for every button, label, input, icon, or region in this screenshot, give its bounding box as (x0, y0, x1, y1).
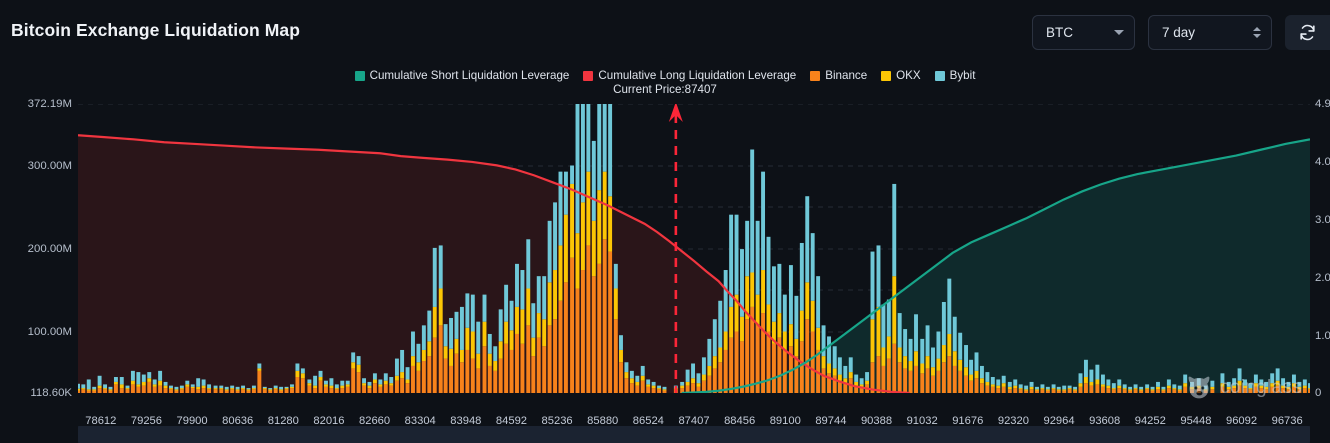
y-axis-right-tick: 4.99B (1315, 98, 1330, 110)
x-axis-tick: 96092 (1225, 415, 1258, 427)
symbol-select[interactable]: BTC (1032, 15, 1135, 50)
y-axis-left-tick: 300.00M (27, 160, 72, 172)
legend-item[interactable]: OKX (881, 69, 921, 82)
y-axis-left-tick: 372.19M (27, 98, 72, 110)
chart-area: 118.60K 100.00M 200.00M 300.00M 372.19M 0 1.0… (0, 95, 1330, 415)
legend-item[interactable]: Cumulative Short Liquidation Leverage (354, 69, 570, 82)
y-axis-right-tick: 4.00B (1315, 156, 1330, 168)
x-axis-tick: 92320 (997, 415, 1029, 427)
legend-label: OKX (896, 69, 921, 82)
symbol-select-value: BTC (1046, 25, 1073, 40)
legend-label: Bybit (949, 69, 976, 82)
legend-item[interactable]: Binance (810, 69, 867, 82)
x-axis-tick: 96736 (1271, 415, 1303, 427)
legend-label: Binance (825, 69, 868, 82)
x-axis-tick: 93608 (1089, 415, 1121, 427)
x-axis-tick: 82016 (313, 415, 345, 427)
x-axis-tick: 82660 (359, 415, 391, 427)
legend-swatch-icon (881, 70, 892, 81)
current-price-label: Current Price:87407 (613, 83, 717, 96)
legend-item[interactable]: Bybit (934, 69, 976, 82)
legend-swatch-icon (583, 70, 594, 81)
x-axis-tick: 85236 (541, 415, 573, 427)
legend-label: Cumulative Short Liquidation Leverage (369, 69, 570, 82)
refresh-icon (1300, 24, 1315, 41)
y-axis-left-tick: 100.00M (27, 326, 72, 338)
y-axis-right-tick: 2.00B (1315, 272, 1330, 284)
legend-item[interactable]: Cumulative Long Liquidation Leverage (583, 69, 796, 82)
y-axis-right-tick: 1.00B (1315, 330, 1330, 342)
x-axis-tick: 85880 (587, 415, 619, 427)
y-axis-left-tick: 200.00M (27, 243, 72, 255)
y-axis-right-tick: 3.00B (1315, 214, 1330, 226)
x-axis-tick: 88456 (724, 415, 756, 427)
refresh-button[interactable] (1285, 15, 1330, 50)
x-axis-tick: 83304 (404, 415, 436, 427)
stepper-icon[interactable] (1253, 27, 1271, 38)
page-header: Bitcoin Exchange Liquidation Map BTC 7 d… (0, 0, 1330, 66)
legend-swatch-icon (810, 70, 821, 81)
y-axis-left-tick: 118.60K (30, 387, 72, 399)
x-axis-tick: 89100 (769, 415, 801, 427)
x-axis-tick: 79900 (176, 415, 208, 427)
x-axis-tick: 90388 (860, 415, 893, 427)
x-axis-tick: 91676 (952, 415, 984, 427)
x-axis-tick: 94252 (1134, 415, 1166, 427)
legend-swatch-icon (354, 70, 365, 81)
x-axis-tick: 78612 (85, 415, 117, 427)
x-axis-tick: 89744 (815, 415, 847, 427)
x-axis-tick: 79256 (130, 415, 162, 427)
x-axis-tick: 92964 (1043, 415, 1075, 427)
period-select-value: 7 day (1162, 25, 1196, 40)
chart-legend: Cumulative Short Liquidation Leverage Cum… (0, 69, 1330, 96)
period-select[interactable]: 7 day (1148, 15, 1272, 50)
x-axis-tick: 87407 (678, 415, 710, 427)
chevron-down-icon (1114, 30, 1134, 35)
x-axis-tick: 80636 (222, 415, 254, 427)
x-axis-tick: 81280 (267, 415, 299, 427)
x-axis: 78612 79256 79900 80636 81280 82016 82660 83304… (0, 415, 1330, 437)
plot-area[interactable] (78, 104, 1310, 393)
x-axis-tick: 83948 (450, 415, 482, 427)
x-axis-tick: 95448 (1180, 415, 1212, 427)
horizontal-scrollbar[interactable] (78, 426, 1310, 443)
liquidation-chart-svg (78, 104, 1310, 393)
x-axis-tick: 84592 (495, 415, 528, 427)
legend-swatch-icon (934, 70, 945, 81)
legend-items: Cumulative Short Liquidation Leverage Cum… (354, 69, 976, 82)
scrollbar-thumb[interactable] (78, 426, 1310, 443)
x-axis-tick: 86524 (632, 415, 664, 427)
x-axis-tick: 91032 (906, 415, 938, 427)
y-axis-right-tick: 0 (1315, 387, 1322, 399)
page-title: Bitcoin Exchange Liquidation Map (11, 20, 301, 40)
legend-label: Cumulative Long Liquidation Leverage (598, 69, 797, 82)
